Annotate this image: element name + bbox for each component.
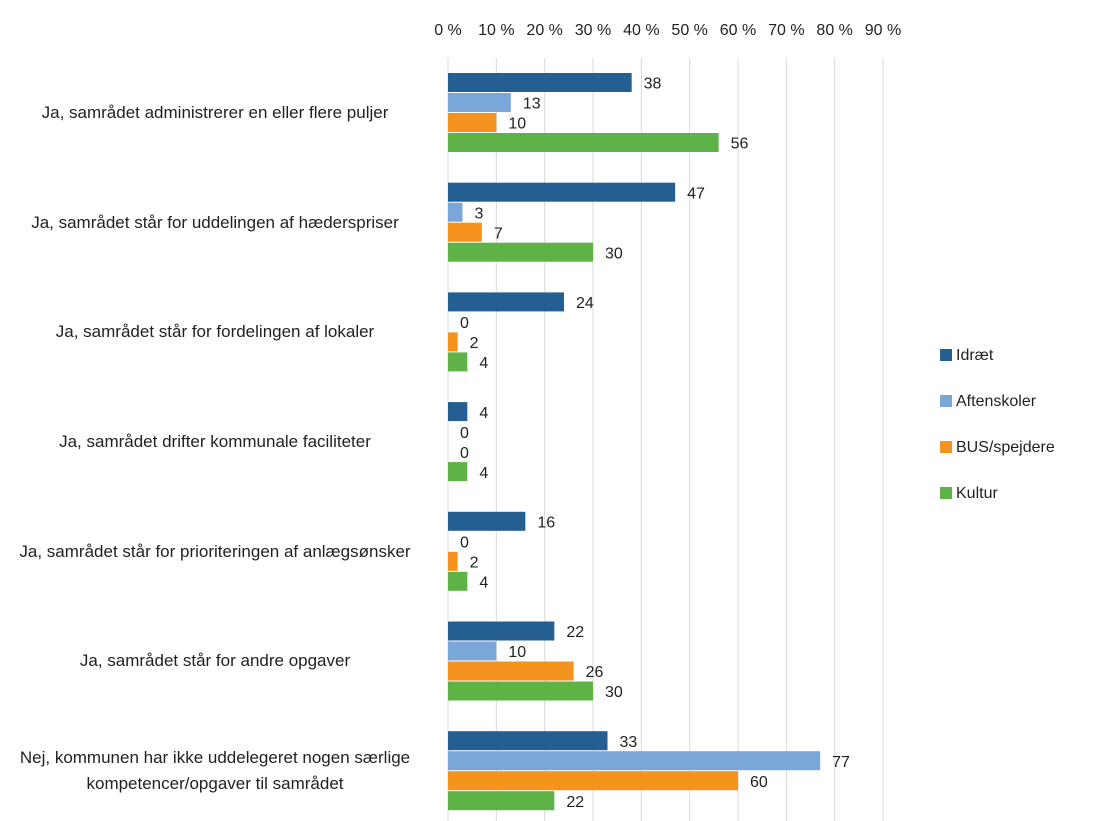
x-tick-label: 0 %	[434, 22, 462, 39]
bar	[448, 182, 676, 202]
x-tick-label: 90 %	[865, 22, 901, 39]
data-label: 26	[586, 664, 604, 681]
data-label: 0	[460, 425, 469, 442]
legend-swatch	[940, 441, 952, 453]
x-tick-label: 80 %	[816, 22, 852, 39]
data-label: 30	[605, 684, 623, 701]
x-tick-label: 20 %	[526, 22, 562, 39]
bar	[448, 771, 738, 791]
bar	[448, 202, 463, 222]
x-tick-label: 10 %	[478, 22, 514, 39]
x-tick-label: 30 %	[575, 22, 611, 39]
data-label: 4	[479, 355, 488, 372]
bar	[448, 113, 497, 132]
data-label: 30	[605, 245, 623, 262]
data-label: 38	[644, 76, 662, 93]
legend-label: Aftenskoler	[956, 393, 1037, 410]
bar	[448, 93, 511, 112]
bar	[448, 242, 593, 262]
data-label: 13	[523, 96, 541, 113]
data-label: 0	[460, 315, 469, 332]
y-tick-label: Ja, samrådet står for andre opgaver	[79, 651, 351, 671]
legend-label: Idræt	[956, 347, 994, 364]
bar	[448, 791, 555, 811]
data-label: 4	[479, 465, 488, 482]
bar	[448, 222, 482, 242]
data-label: 0	[460, 535, 469, 552]
data-label: 7	[494, 225, 503, 242]
y-tick-label: Nej, kommunen har ikke uddelegeret nogen…	[19, 748, 411, 794]
legend-label: Kultur	[956, 485, 998, 502]
bar	[448, 661, 574, 681]
data-label: 22	[566, 794, 584, 811]
bar	[448, 621, 555, 641]
data-label: 60	[750, 774, 768, 791]
bar	[448, 731, 608, 751]
x-tick-label: 60 %	[720, 22, 756, 39]
data-label: 2	[470, 555, 479, 572]
data-label: 2	[470, 335, 479, 352]
data-label: 56	[731, 136, 749, 153]
x-tick-label: 70 %	[768, 22, 804, 39]
bar	[448, 133, 719, 152]
bar	[448, 462, 468, 482]
data-label: 0	[460, 445, 469, 462]
bar	[448, 73, 632, 92]
bar	[448, 292, 564, 312]
bar	[448, 571, 468, 591]
data-label: 3	[475, 205, 484, 222]
y-tick-label: Ja, samrådet står for prioriteringen af …	[19, 541, 411, 561]
y-tick-label: Ja, samrådet administrerer en eller fler…	[41, 102, 389, 122]
bar	[448, 551, 458, 571]
bar	[448, 641, 497, 661]
y-tick-label: Ja, samrådet står for uddelingen af hæde…	[31, 212, 399, 232]
bar	[448, 511, 526, 531]
bar	[448, 751, 821, 771]
data-label: 24	[576, 295, 594, 312]
x-tick-label: 50 %	[671, 22, 707, 39]
x-tick-label: 40 %	[623, 22, 659, 39]
y-tick-label: Ja, samrådet står for fordelingen af lok…	[55, 322, 375, 342]
legend-swatch	[940, 487, 952, 499]
legend-swatch	[940, 395, 952, 407]
data-label: 10	[508, 116, 526, 133]
data-label: 77	[832, 754, 850, 771]
bar	[448, 402, 468, 422]
bar	[448, 352, 468, 372]
data-label: 4	[479, 405, 488, 422]
legend-swatch	[940, 349, 952, 361]
legend-label: BUS/spejdere	[956, 439, 1055, 456]
data-label: 33	[620, 734, 638, 751]
data-label: 47	[687, 185, 705, 202]
bar	[448, 332, 458, 352]
data-label: 10	[508, 644, 526, 661]
data-label: 22	[566, 624, 584, 641]
data-label: 4	[479, 575, 488, 592]
y-tick-label: Ja, samrådet drifter kommunale facilitet…	[59, 431, 371, 451]
data-label: 16	[537, 515, 555, 532]
bar	[448, 681, 593, 701]
